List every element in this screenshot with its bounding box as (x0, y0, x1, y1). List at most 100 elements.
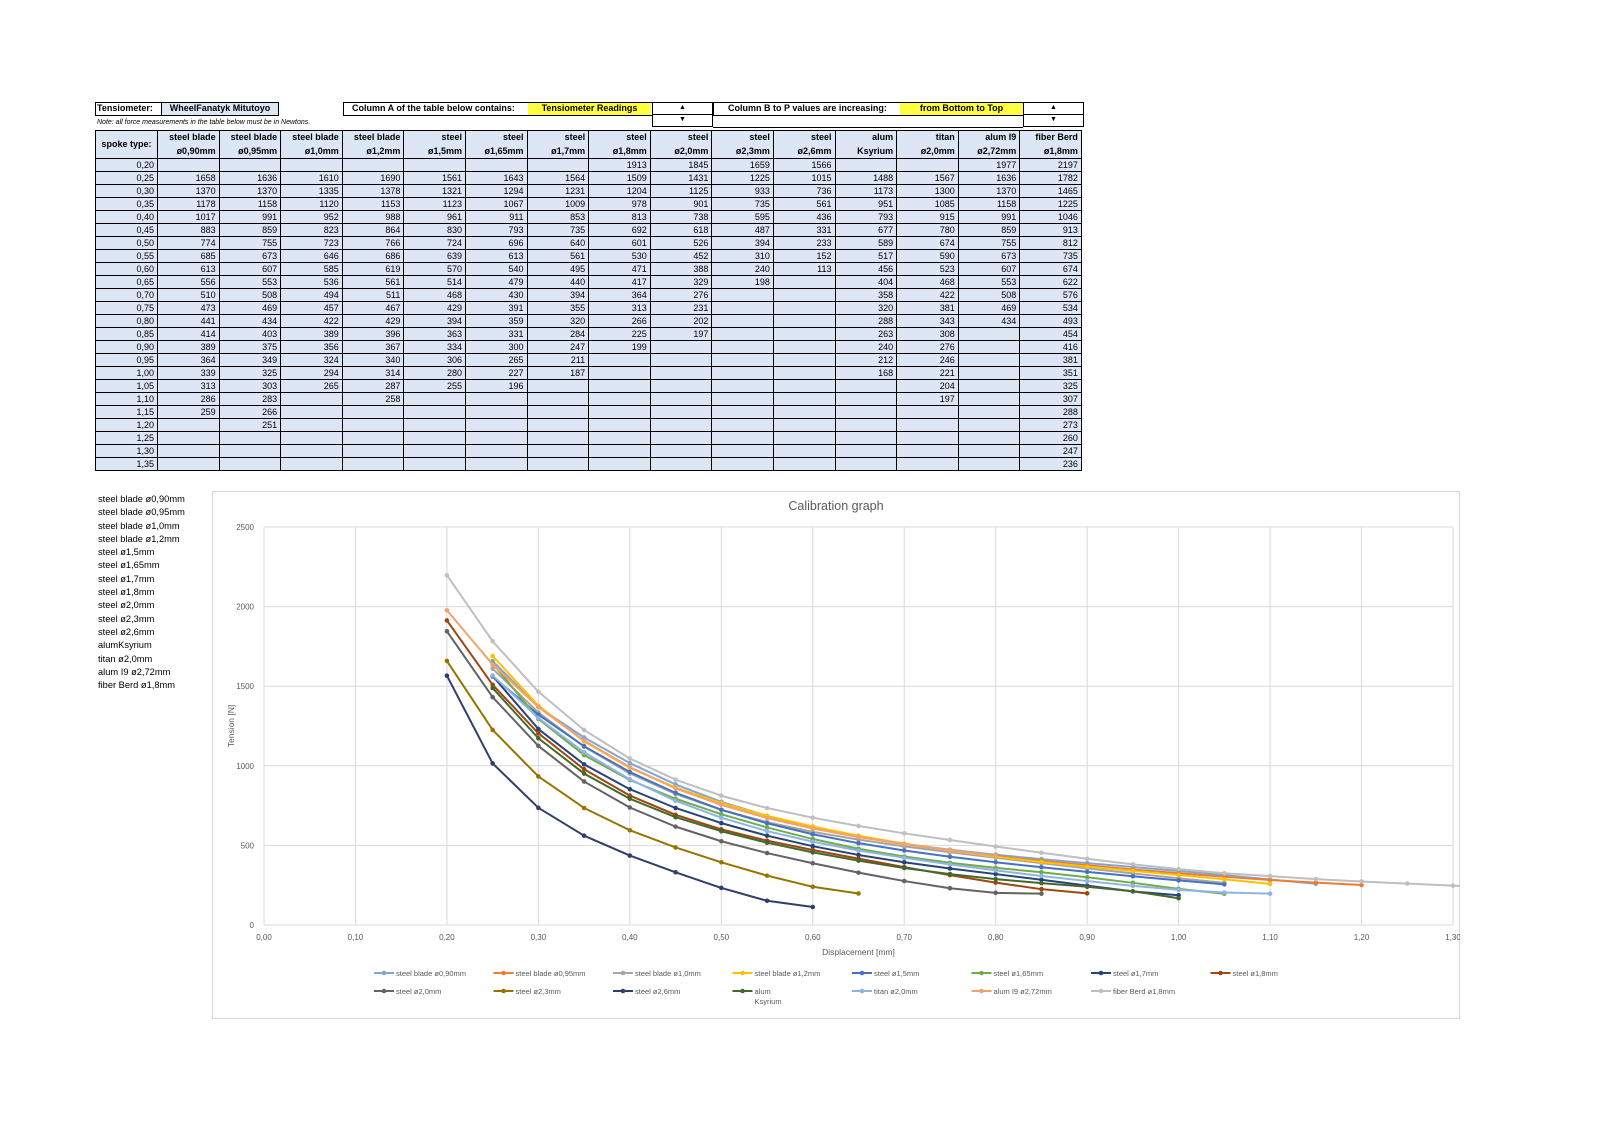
value-cell[interactable]: 351 (1019, 366, 1082, 380)
value-cell[interactable] (588, 457, 651, 471)
value-cell[interactable]: 1636 (957, 171, 1021, 185)
value-cell[interactable] (526, 158, 590, 172)
value-cell[interactable] (896, 431, 959, 445)
value-cell[interactable]: 1465 (1019, 184, 1082, 198)
value-cell[interactable]: 468 (403, 288, 466, 302)
value-cell[interactable] (772, 340, 836, 354)
value-cell[interactable]: 225 (588, 327, 651, 341)
value-cell[interactable]: 389 (280, 327, 343, 341)
value-cell[interactable]: 325 (218, 366, 282, 380)
reading-cell[interactable]: 1,35 (95, 457, 158, 471)
value-cell[interactable]: 674 (1019, 262, 1082, 276)
value-cell[interactable] (896, 158, 959, 172)
value-cell[interactable]: 284 (526, 327, 590, 341)
value-cell[interactable]: 1370 (157, 184, 220, 198)
value-cell[interactable]: 1488 (834, 171, 898, 185)
value-cell[interactable]: 570 (403, 262, 466, 276)
value-cell[interactable] (957, 392, 1021, 406)
value-cell[interactable] (280, 431, 343, 445)
value-cell[interactable] (403, 158, 466, 172)
value-cell[interactable]: 561 (526, 249, 590, 263)
value-cell[interactable] (218, 457, 282, 471)
value-cell[interactable]: 607 (957, 262, 1021, 276)
column-a-value[interactable]: Tensiometer Readings (528, 103, 651, 115)
value-cell[interactable] (711, 301, 774, 315)
value-cell[interactable]: 381 (1019, 353, 1082, 367)
value-cell[interactable]: 859 (218, 223, 282, 237)
value-cell[interactable]: 508 (218, 288, 282, 302)
value-cell[interactable] (711, 392, 774, 406)
value-cell[interactable]: 735 (1019, 249, 1082, 263)
value-cell[interactable]: 487 (711, 223, 774, 237)
value-cell[interactable]: 231 (649, 301, 713, 315)
value-cell[interactable]: 367 (341, 340, 405, 354)
value-cell[interactable]: 381 (896, 301, 959, 315)
value-cell[interactable]: 901 (649, 197, 713, 211)
value-cell[interactable]: 1067 (464, 197, 528, 211)
value-cell[interactable]: 618 (649, 223, 713, 237)
value-cell[interactable]: 251 (218, 418, 282, 432)
value-cell[interactable]: 735 (711, 197, 774, 211)
value-cell[interactable] (280, 457, 343, 471)
value-cell[interactable]: 473 (157, 301, 220, 315)
value-cell[interactable]: 429 (403, 301, 466, 315)
value-cell[interactable]: 259 (157, 405, 220, 419)
value-cell[interactable]: 479 (464, 275, 528, 289)
value-cell[interactable]: 324 (280, 353, 343, 367)
value-cell[interactable]: 1431 (649, 171, 713, 185)
value-cell[interactable] (772, 405, 836, 419)
value-cell[interactable]: 325 (1019, 379, 1082, 393)
value-cell[interactable]: 1120 (280, 197, 343, 211)
value-cell[interactable]: 1509 (588, 171, 651, 185)
value-cell[interactable]: 508 (957, 288, 1021, 302)
value-cell[interactable] (341, 444, 405, 458)
value-cell[interactable] (649, 340, 713, 354)
value-cell[interactable]: 1321 (403, 184, 466, 198)
value-cell[interactable]: 441 (157, 314, 220, 328)
value-cell[interactable]: 414 (157, 327, 220, 341)
reading-cell[interactable]: 1,00 (95, 366, 158, 380)
value-cell[interactable]: 951 (834, 197, 898, 211)
value-cell[interactable]: 640 (526, 236, 590, 250)
value-cell[interactable]: 1017 (157, 210, 220, 224)
value-cell[interactable]: 1085 (896, 197, 959, 211)
value-cell[interactable]: 358 (834, 288, 898, 302)
value-cell[interactable]: 1977 (957, 158, 1021, 172)
value-cell[interactable]: 303 (218, 379, 282, 393)
value-cell[interactable]: 556 (157, 275, 220, 289)
value-cell[interactable]: 735 (526, 223, 590, 237)
value-cell[interactable]: 286 (157, 392, 220, 406)
value-cell[interactable]: 685 (157, 249, 220, 263)
value-cell[interactable] (341, 158, 405, 172)
reading-cell[interactable]: 0,95 (95, 353, 158, 367)
value-cell[interactable]: 738 (649, 210, 713, 224)
column-b-spinner-down[interactable]: ▼ (1023, 114, 1084, 127)
value-cell[interactable]: 429 (341, 314, 405, 328)
value-cell[interactable] (588, 431, 651, 445)
value-cell[interactable] (834, 418, 898, 432)
value-cell[interactable]: 403 (218, 327, 282, 341)
value-cell[interactable]: 434 (957, 314, 1021, 328)
value-cell[interactable] (157, 457, 220, 471)
value-cell[interactable]: 391 (464, 301, 528, 315)
value-cell[interactable]: 469 (957, 301, 1021, 315)
value-cell[interactable]: 273 (1019, 418, 1082, 432)
value-cell[interactable]: 755 (957, 236, 1021, 250)
value-cell[interactable]: 1335 (280, 184, 343, 198)
value-cell[interactable]: 258 (341, 392, 405, 406)
value-cell[interactable]: 211 (526, 353, 590, 367)
value-cell[interactable]: 260 (1019, 431, 1082, 445)
value-cell[interactable]: 283 (218, 392, 282, 406)
value-cell[interactable]: 440 (526, 275, 590, 289)
value-cell[interactable] (834, 444, 898, 458)
value-cell[interactable]: 1564 (526, 171, 590, 185)
reading-cell[interactable]: 1,30 (95, 444, 158, 458)
value-cell[interactable]: 1370 (957, 184, 1021, 198)
value-cell[interactable]: 991 (218, 210, 282, 224)
value-cell[interactable]: 1009 (526, 197, 590, 211)
value-cell[interactable]: 911 (464, 210, 528, 224)
value-cell[interactable]: 306 (403, 353, 466, 367)
value-cell[interactable] (772, 288, 836, 302)
value-cell[interactable]: 493 (1019, 314, 1082, 328)
value-cell[interactable] (957, 418, 1021, 432)
